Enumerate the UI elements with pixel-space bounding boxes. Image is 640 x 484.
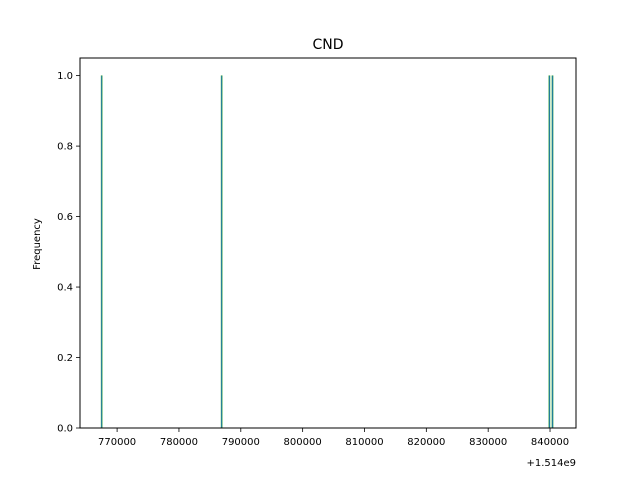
x-axis-ticks: 770000 780000 790000 800000 810000 820000 8300…	[98, 428, 569, 448]
x-tick-label: 810000	[345, 437, 383, 448]
y-tick-label: 0.2	[57, 353, 73, 364]
bars-group	[100, 75, 554, 429]
x-tick-label: 840000	[531, 437, 569, 448]
x-tick-label: 780000	[160, 437, 198, 448]
plot-area-frame	[79, 57, 577, 429]
x-tick-label: 820000	[407, 437, 445, 448]
y-tick-label: 0.6	[57, 212, 73, 223]
histogram-bar-3	[548, 75, 551, 429]
y-tick-label: 0.4	[57, 283, 73, 294]
y-tick-label: 0.0	[57, 424, 73, 435]
x-tick-label: 770000	[98, 437, 136, 448]
histogram-bar-1	[100, 75, 103, 429]
y-tick-label: 1.0	[57, 71, 73, 82]
chart-title: CND	[312, 37, 343, 53]
y-tick-label: 0.8	[57, 142, 73, 153]
histogram-bar-4	[551, 75, 554, 429]
x-tick-label: 790000	[222, 437, 260, 448]
y-axis-ticks: 0.0 0.2 0.4 0.6 0.8 1.0	[57, 71, 80, 435]
x-tick-label: 800000	[284, 437, 322, 448]
x-axis-offset-label: +1.514e9	[526, 458, 576, 469]
histogram-bar-2	[220, 75, 223, 429]
x-tick-label: 830000	[469, 437, 507, 448]
y-axis-label: Frequency	[32, 218, 43, 270]
